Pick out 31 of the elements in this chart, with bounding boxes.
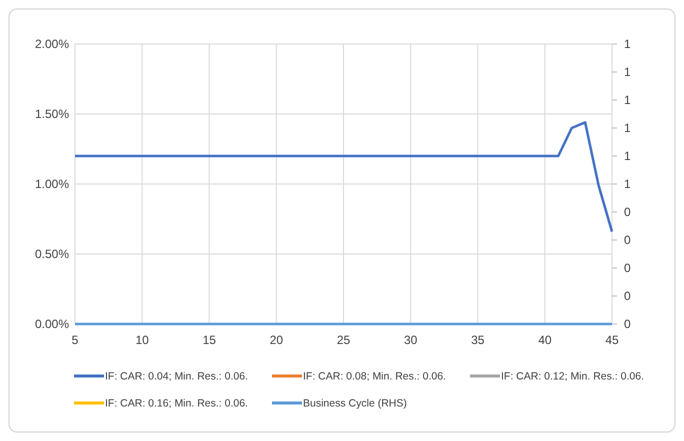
line-series xyxy=(74,121,614,233)
x-tick-label: 5 xyxy=(72,333,79,347)
x-tick-label: 40 xyxy=(538,333,552,347)
y2-tick-label: 1 xyxy=(624,121,631,136)
y2-tick-label: 0 xyxy=(624,261,631,276)
x-tick-label: 15 xyxy=(202,333,216,347)
y-tick-label: 1.50% xyxy=(34,107,70,122)
y2-tick-label: 0 xyxy=(624,289,631,304)
x-tick-label: 25 xyxy=(336,333,350,347)
y-tick-label: 0.50% xyxy=(34,247,70,262)
y-tick-label: 0.00% xyxy=(34,317,70,332)
legend-label: IF: CAR: 0.12; Min. Res.: 0.06. xyxy=(501,370,644,383)
y2-tick-label: 0 xyxy=(624,233,631,248)
legend-label: Business Cycle (RHS) xyxy=(303,398,407,410)
legend-label: IF: CAR: 0.08; Min. Res.: 0.06. xyxy=(303,370,446,383)
x-tick-label: 10 xyxy=(135,333,150,347)
x-tick-label: 20 xyxy=(270,333,284,347)
y2-tick-label: 1 xyxy=(624,93,631,108)
y2-tick-label: 1 xyxy=(624,149,631,164)
y2-tick-label: 0 xyxy=(624,205,631,220)
x-tick-label: 45 xyxy=(605,333,619,347)
legend-label: IF: CAR: 0.04; Min. Res.: 0.06. xyxy=(105,370,248,383)
legend-label: IF: CAR: 0.16; Min. Res.: 0.06. xyxy=(105,398,248,410)
y-tick-label: 2.00% xyxy=(34,37,70,52)
y2-tick-label: 0 xyxy=(624,317,631,332)
y2-tick-label: 1 xyxy=(624,37,631,52)
x-tick-label: 35 xyxy=(471,333,485,347)
y-tick-label: 1.00% xyxy=(34,177,70,192)
y2-tick-label: 1 xyxy=(624,177,631,192)
x-tick-label: 30 xyxy=(404,333,418,347)
y2-tick-label: 1 xyxy=(624,65,631,80)
